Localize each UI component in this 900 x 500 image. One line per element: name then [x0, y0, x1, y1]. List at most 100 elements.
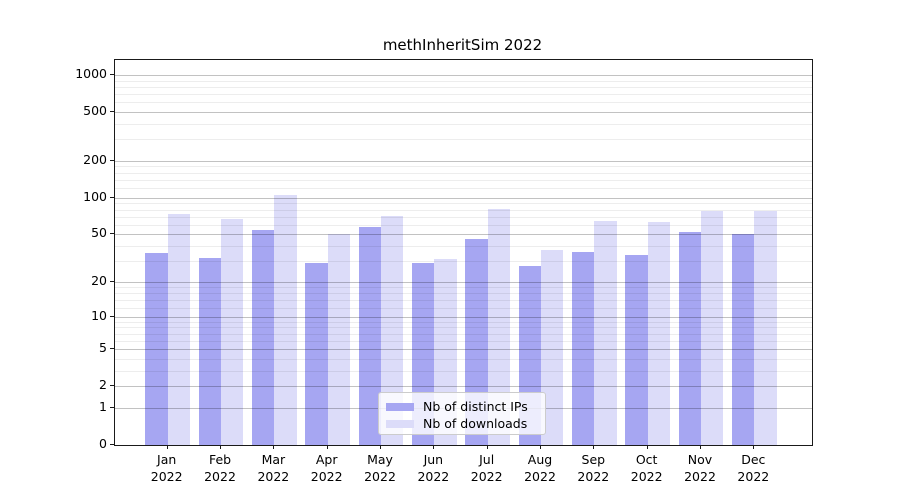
x-tick-label-aug: Aug 2022 [524, 452, 556, 484]
x-tick-mark [273, 445, 275, 449]
bar-feb-distinct-ips [198, 257, 222, 445]
y-tick-label: 1 [99, 398, 107, 414]
minor-gridline [115, 358, 812, 360]
y-tick-mark [110, 315, 114, 317]
minor-gridline [115, 224, 812, 226]
x-tick-label-nov: Nov 2022 [684, 452, 716, 484]
y-tick-mark [110, 159, 114, 161]
distinct-ips-swatch [386, 402, 414, 411]
minor-gridline [115, 123, 812, 125]
y-tick-label: 200 [83, 151, 107, 167]
bar-sep-distinct-ips [572, 251, 595, 445]
y-tick-mark [110, 444, 114, 445]
x-tick-mark [433, 445, 435, 449]
x-tick-label-feb: Feb 2022 [204, 452, 236, 484]
bar-may-downloads [381, 215, 404, 445]
y-tick-mark [110, 73, 114, 75]
minor-gridline [115, 293, 812, 295]
bar-may-distinct-ips [358, 227, 382, 445]
x-tick-label-may: May 2022 [364, 452, 396, 484]
y-tick-label: 500 [83, 102, 107, 118]
y-tick-mark [110, 406, 114, 408]
x-tick-mark [166, 445, 168, 449]
y-tick-label: 0 [99, 436, 107, 451]
minor-gridline [115, 93, 812, 95]
bar-jul-downloads [487, 208, 510, 445]
legend-label-distinct-ips: Nb of distinct IPs [423, 399, 528, 414]
major-gridline [115, 349, 812, 350]
major-gridline [115, 234, 812, 236]
minor-gridline [115, 340, 812, 342]
legend-label-downloads: Nb of downloads [423, 416, 528, 431]
bar-feb-downloads [221, 218, 244, 445]
x-tick-mark [700, 445, 701, 449]
minor-gridline [115, 299, 812, 301]
x-tick-mark [753, 445, 755, 449]
y-tick-label: 10 [91, 307, 107, 323]
legend: Nb of distinct IPs Nb of downloads [378, 392, 546, 435]
minor-gridline [115, 370, 812, 372]
minor-gridline [115, 246, 812, 248]
bar-jan-downloads [167, 214, 190, 445]
minor-gridline [115, 80, 812, 82]
x-tick-label-oct: Oct 2022 [630, 452, 663, 484]
y-tick-mark [110, 348, 114, 349]
major-gridline [115, 316, 812, 318]
minor-gridline [115, 102, 812, 104]
bar-apr-downloads [327, 234, 350, 445]
y-tick-mark [110, 280, 114, 282]
legend-entry-downloads: Nb of downloads [386, 415, 537, 432]
x-tick-label-dec: Dec 2022 [737, 452, 770, 484]
bar-nov-distinct-ips [678, 232, 701, 445]
major-gridline [115, 74, 812, 76]
minor-gridline [115, 172, 812, 174]
minor-gridline [115, 166, 812, 168]
legend-entry-distinct-ips: Nb of distinct IPs [386, 398, 537, 415]
y-tick-label: 2 [99, 377, 107, 393]
x-tick-mark [220, 445, 222, 449]
x-tick-label-jul: Jul 2022 [470, 452, 503, 484]
minor-gridline [115, 203, 812, 205]
x-tick-mark [380, 445, 382, 449]
major-gridline [115, 111, 812, 113]
x-tick-mark [326, 445, 328, 449]
major-gridline [115, 197, 812, 199]
bar-oct-downloads [647, 222, 670, 445]
bar-apr-distinct-ips [305, 262, 328, 445]
y-tick-mark [110, 385, 114, 387]
bar-aug-downloads [541, 250, 564, 445]
x-tick-label-mar: Mar 2022 [257, 452, 290, 484]
x-tick-mark [486, 445, 488, 449]
minor-gridline [115, 209, 812, 211]
bar-oct-distinct-ips [625, 254, 648, 445]
downloads-swatch [386, 419, 414, 428]
minor-gridline [115, 327, 812, 329]
y-tick-label: 100 [83, 188, 107, 204]
y-tick-mark [110, 110, 114, 112]
minor-gridline [115, 179, 812, 181]
y-tick-mark [110, 233, 114, 235]
x-tick-label-jan: Jan 2022 [150, 452, 183, 484]
y-tick-label: 50 [91, 225, 107, 241]
x-tick-label-jun: Jun 2022 [417, 452, 450, 484]
bar-nov-downloads [701, 210, 724, 445]
x-tick-mark [646, 445, 648, 449]
x-tick-label-sep: Sep 2022 [577, 452, 610, 484]
y-tick-mark [110, 196, 114, 198]
y-tick-label: 20 [91, 272, 107, 288]
bar-dec-downloads [754, 210, 777, 445]
bar-sep-downloads [594, 220, 617, 445]
minor-gridline [115, 287, 812, 289]
plot-area [114, 59, 813, 446]
chart-title: methInheritSim 2022 [382, 36, 543, 54]
minor-gridline [115, 86, 812, 88]
minor-gridline [115, 261, 812, 263]
bar-mar-distinct-ips [252, 230, 275, 445]
minor-gridline [115, 333, 812, 335]
bar-mar-downloads [274, 194, 297, 445]
minor-gridline [115, 188, 812, 190]
y-tick-label: 5 [99, 340, 107, 355]
y-tick-label: 1000 [75, 65, 107, 81]
bar-jan-distinct-ips [145, 253, 168, 445]
